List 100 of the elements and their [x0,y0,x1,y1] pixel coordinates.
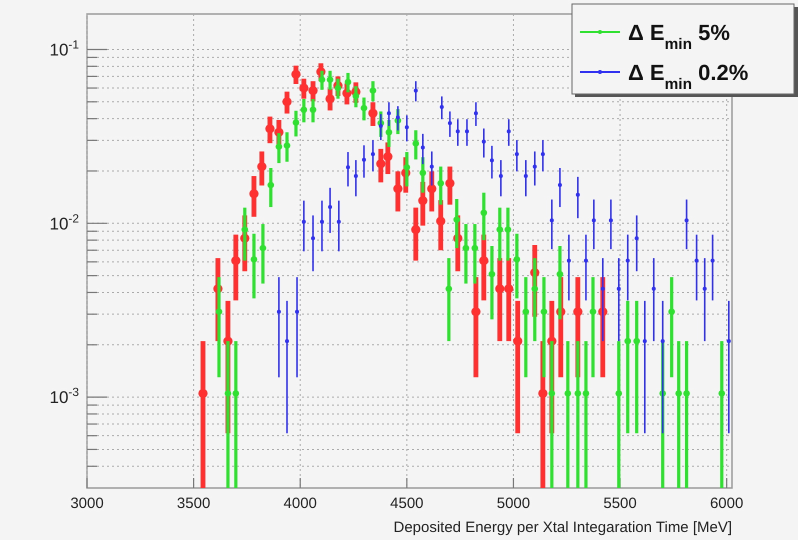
point [292,119,300,126]
point [504,284,514,294]
y-tick-label: 10$^{-1}$ [50,37,80,60]
point [224,390,232,397]
point [633,338,640,344]
point [291,70,301,79]
point [504,226,512,233]
point [249,189,259,198]
legend-label: Δ E$_{min}$ 0.2% [628,60,748,92]
point [257,162,266,172]
point [531,285,538,292]
point [308,86,318,96]
point [576,192,580,197]
x-tick-label: 4500 [390,495,424,512]
x-axis-title: Deposited Energy per Xtal Integaration Time [MeV] [393,519,732,536]
point [456,129,460,134]
point [318,76,326,84]
point [352,92,360,100]
point [590,308,596,316]
point [445,178,455,188]
point [232,390,240,397]
point [513,336,522,346]
point [310,106,316,114]
point [556,270,564,278]
point [412,140,420,147]
point [626,258,630,263]
point [540,308,548,316]
point [660,339,665,344]
point [440,104,444,109]
y-tick-label: 10$^{-3}$ [50,385,80,408]
point [396,115,400,120]
point [336,220,341,224]
point [260,244,266,252]
point [675,390,682,397]
point [326,76,334,84]
point [538,388,548,398]
point [573,307,582,316]
point [285,339,290,344]
point [652,286,656,291]
point [378,124,383,128]
point [376,159,386,168]
point [354,174,358,178]
point [506,129,511,134]
point [522,308,530,316]
point [346,165,350,170]
point [325,94,335,104]
point [404,164,410,171]
point [574,390,582,397]
point [300,106,308,114]
x-tick-label: 4000 [284,495,317,512]
point [299,83,308,93]
point [718,390,726,397]
point [474,111,478,116]
point [295,310,300,314]
point [726,339,731,344]
point [615,390,622,397]
point [241,226,248,233]
point [411,224,420,234]
point [386,111,391,116]
point [490,158,494,162]
point [368,108,378,118]
point [370,87,376,94]
point [250,256,258,263]
point [360,104,368,112]
point [694,258,699,263]
point [320,220,324,224]
x-tick-label: 3500 [176,495,210,512]
point [430,164,434,169]
point [488,270,496,278]
point [216,308,222,316]
point [472,244,478,252]
point [584,258,588,263]
point [383,152,392,162]
point [616,286,621,291]
point [328,205,332,210]
point [684,218,689,222]
point [524,174,528,178]
legend-label: Δ E$_{min}$ 5% [628,20,730,52]
point [702,286,707,291]
point [479,256,488,266]
point [668,308,675,316]
point [608,218,613,222]
point [498,174,503,178]
point [471,307,481,316]
point [482,140,486,144]
point [462,244,470,252]
x-tick-label: 5500 [603,495,637,512]
point [600,286,605,291]
point [550,218,554,222]
point [642,339,647,344]
point [624,338,632,344]
point [404,125,409,130]
point [265,124,275,134]
point [558,183,562,188]
point [268,182,274,188]
point [284,142,290,149]
x-tick-label: 5000 [496,495,530,512]
point [582,390,590,397]
point [592,218,596,222]
point [464,129,469,134]
